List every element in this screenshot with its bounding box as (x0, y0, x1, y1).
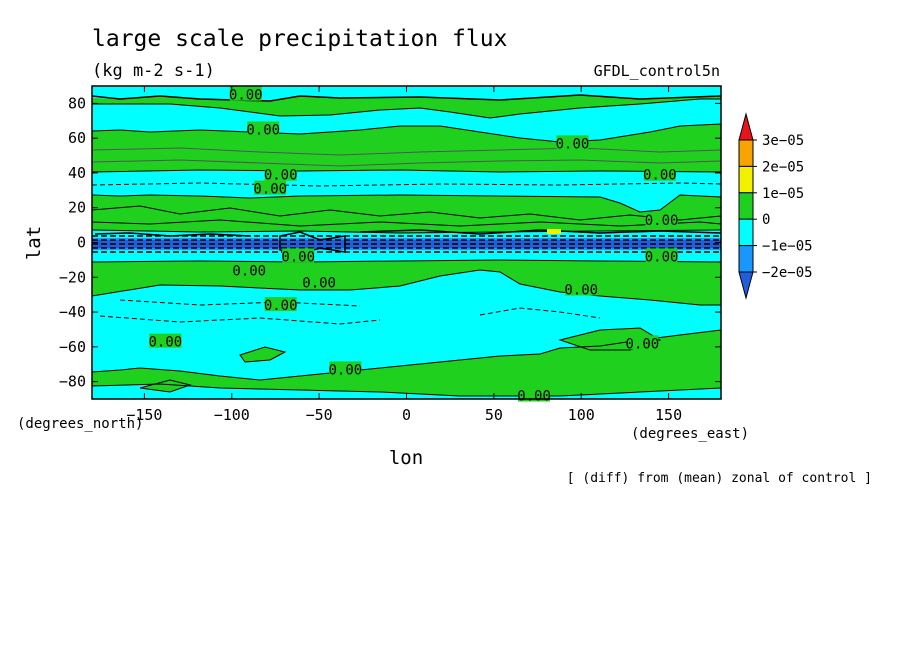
y-tick-label: −80 (59, 373, 86, 391)
colorbar-segment (738, 245, 754, 273)
contour-label-bg (149, 333, 182, 348)
contour-label: 0.00 (645, 249, 679, 265)
contour-label: 0.00 (232, 263, 266, 279)
x-tick-label: −150 (126, 406, 162, 424)
contour-labels: 0.000.000.000.000.000.000.000.00 0.000.00… (149, 86, 679, 405)
contour-label-bg (556, 135, 589, 150)
colorbar-segment (738, 218, 754, 247)
contour-region-yellow (547, 229, 561, 234)
contour-region-deep-blue (92, 240, 721, 248)
y-tick-label: 40 (68, 164, 86, 182)
contour-label: 0.00 (253, 182, 287, 198)
y-tick-label: 60 (68, 129, 86, 147)
equatorial-contours (92, 235, 721, 253)
x-tick-label: 50 (485, 406, 503, 424)
contour-label: 0.00 (517, 389, 551, 405)
colorbar-arrow-top (738, 112, 754, 141)
colorbar-segment (738, 192, 754, 220)
contour-label: 0.00 (264, 168, 298, 184)
y-tick-label: −20 (59, 268, 86, 286)
contour-label-bg (643, 166, 676, 181)
y-tick-label: 0 (77, 234, 86, 252)
y-axis-label: lat (23, 226, 45, 260)
contour-label-bg (282, 248, 315, 263)
dataset-label: GFDL_control5n (594, 62, 720, 80)
contour-label-bg (254, 180, 287, 195)
x-tick-label: 100 (568, 406, 595, 424)
colorbar-label: 3e−05 (762, 133, 804, 149)
x-tick-label: −100 (214, 406, 250, 424)
contour-label-bg (233, 262, 266, 277)
x-tick-label: 0 (402, 406, 411, 424)
diff-note: [ (diff) from (mean) zonal of control ] (567, 471, 872, 486)
y-axis-ticks: −80 −60 −40 −20 0 20 40 60 80 (59, 94, 721, 391)
y-tick-label: 80 (68, 94, 86, 112)
contour-label-bg (264, 166, 297, 181)
colorbar-arrow-bottom (738, 271, 754, 300)
x-axis-ticks: −150 −100 −50 0 50 100 150 (126, 86, 682, 424)
contour-label-bg (247, 121, 280, 136)
x-tick-label: 150 (655, 406, 682, 424)
colorbar-segment (738, 165, 754, 194)
contour-label-bg (626, 335, 659, 350)
colorbar: 3e−05 2e−05 1e−05 0 −1e−05 −2e−05 (738, 112, 813, 300)
x-axis-units: (degrees_east) (631, 426, 749, 442)
contour-label: 0.00 (229, 88, 263, 104)
contour-label: 0.00 (556, 136, 590, 152)
contour-label-bg (645, 248, 678, 263)
contour-label: 0.00 (281, 249, 315, 265)
chart-units: (kg m-2 s-1) (92, 61, 215, 81)
colorbar-label: 1e−05 (762, 186, 804, 202)
contour-label-bg (229, 86, 262, 101)
contour-label: 0.00 (564, 282, 598, 298)
contour-label-bg (565, 281, 598, 296)
colorbar-label: 2e−05 (762, 159, 804, 175)
contour-label-bg (264, 297, 297, 312)
contour-label: 0.00 (149, 335, 183, 351)
x-tick-label: −50 (306, 406, 333, 424)
y-tick-label: −40 (59, 303, 86, 321)
contour-label-bg (303, 274, 336, 289)
contour-label-bg (329, 361, 362, 376)
colorbar-segment (738, 139, 754, 167)
contour-label: 0.00 (645, 213, 679, 229)
contour-label: 0.00 (302, 275, 336, 291)
contour-region-cyan (92, 384, 721, 399)
y-tick-label: 20 (68, 199, 86, 217)
x-axis-label: lon (389, 447, 423, 469)
y-axis-units: (degrees_north) (17, 416, 143, 432)
contour-label: 0.00 (264, 298, 298, 314)
contour-label-bg (645, 211, 678, 226)
contour-label: 0.00 (246, 122, 280, 138)
colorbar-label: −1e−05 (762, 239, 813, 255)
colorbar-label: −2e−05 (762, 265, 813, 281)
contour-region-green (240, 347, 285, 362)
contour-label: 0.00 (328, 362, 362, 378)
colorbar-label: 0 (762, 212, 770, 228)
contour-label: 0.00 (643, 168, 677, 184)
contour-label: 0.00 (626, 336, 660, 352)
chart-title: large scale precipitation flux (92, 26, 507, 52)
contour-lines (92, 94, 721, 397)
contour-region-cyan (92, 170, 721, 212)
contour-label-bg (518, 387, 551, 402)
y-tick-label: −60 (59, 338, 86, 356)
